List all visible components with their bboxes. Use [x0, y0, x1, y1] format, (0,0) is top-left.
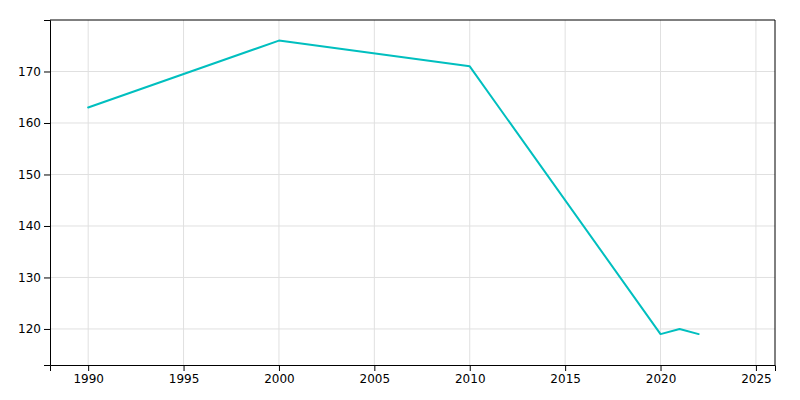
- tick: 140: [18, 219, 50, 233]
- line: [88, 41, 699, 335]
- tick-label: 2000: [264, 372, 295, 386]
- tick-mark: [184, 365, 185, 371]
- grid-line: [50, 174, 775, 175]
- tick: 2000: [264, 365, 295, 386]
- tick-label: 130: [18, 271, 41, 285]
- grid: [50, 20, 775, 365]
- tick-mark: [44, 123, 50, 124]
- tick-mark: [44, 174, 50, 175]
- tick-mark: [44, 277, 50, 278]
- axis-line: [51, 366, 776, 372]
- tick: 2020: [646, 365, 677, 386]
- tick-label: 2010: [455, 372, 486, 386]
- tick: 1995: [169, 365, 200, 386]
- tick-label: 1990: [73, 372, 104, 386]
- chart-container: 1990 1995 2000 2005 2010 2015 2020 2025 120 130 14…: [0, 0, 800, 400]
- marks: [88, 41, 699, 335]
- tick: 120: [18, 322, 50, 336]
- tick-label: 2025: [741, 372, 772, 386]
- tick-mark: [44, 226, 50, 227]
- tick-label: 160: [18, 116, 41, 130]
- tick-mark: [44, 71, 50, 72]
- tick-label: 2020: [646, 372, 677, 386]
- tick-mark: [661, 365, 662, 371]
- tick: 130: [18, 271, 50, 285]
- tick-mark: [279, 365, 280, 371]
- tick-label: 150: [18, 168, 41, 182]
- tick-label: 140: [18, 219, 41, 233]
- tick-label: 1995: [169, 372, 200, 386]
- grid-line: [50, 71, 775, 72]
- x-axis: 1990 1995 2000 2005 2010 2015 2020 2025: [51, 365, 776, 386]
- tick-label: 2015: [550, 372, 581, 386]
- tick-mark: [374, 365, 375, 371]
- tick-mark: [470, 365, 471, 371]
- tick-mark: [88, 365, 89, 371]
- tick: 1990: [73, 365, 104, 386]
- tick: 2025: [741, 365, 772, 386]
- tick-label: 170: [18, 65, 41, 79]
- grid-line: [50, 277, 775, 278]
- tick-mark: [565, 365, 566, 371]
- tick: 160: [18, 116, 50, 130]
- frame-line: [775, 20, 776, 365]
- tick: 2005: [360, 365, 391, 386]
- tick: 150: [18, 168, 50, 182]
- grid-line: [50, 122, 775, 123]
- tick-mark: [756, 365, 757, 371]
- axis-line: [44, 21, 51, 366]
- grid-line: [50, 225, 775, 226]
- tick-label: 120: [18, 322, 41, 336]
- tick: 170: [18, 65, 50, 79]
- grid-line: [50, 328, 775, 329]
- tick-label: 2005: [360, 372, 391, 386]
- y-axis: 120 130 140 150 160 170: [18, 21, 50, 366]
- tick-mark: [44, 329, 50, 330]
- chart: 1990 1995 2000 2005 2010 2015 2020 2025 120 130 14…: [0, 0, 800, 400]
- plot: 1990 1995 2000 2005 2010 2015 2020 2025 120 130 14…: [18, 20, 775, 386]
- tick: 2015: [550, 365, 581, 386]
- frame-line: [50, 20, 775, 21]
- tick: 2010: [455, 365, 486, 386]
